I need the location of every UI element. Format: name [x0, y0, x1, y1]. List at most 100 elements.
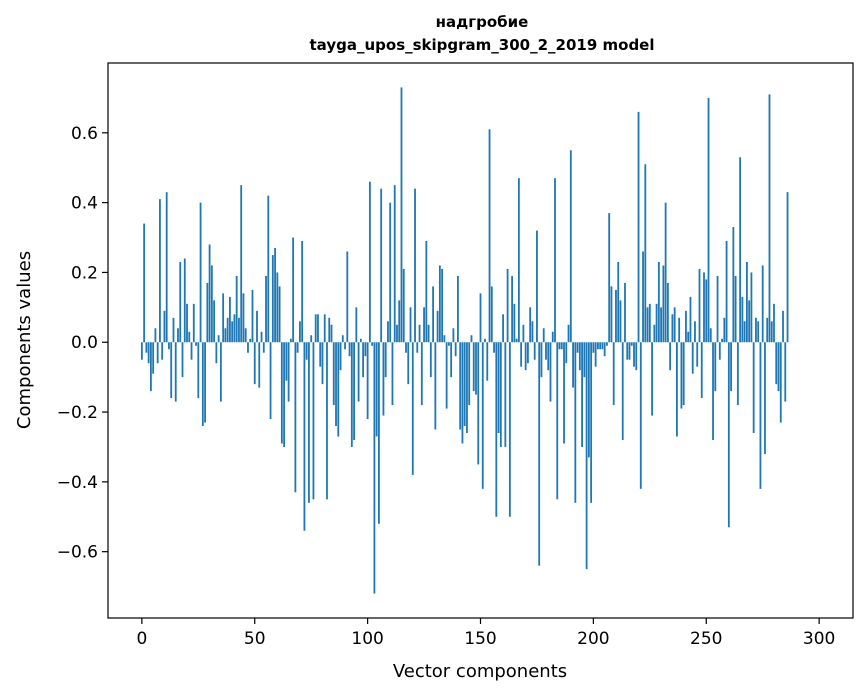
bar-239 — [680, 342, 683, 409]
bar-273 — [757, 321, 760, 343]
bar-85 — [332, 342, 335, 406]
bar-261 — [730, 342, 732, 392]
x-tick-label: 100 — [351, 629, 383, 649]
bar-86 — [335, 342, 337, 427]
bar-206 — [606, 342, 608, 346]
bar-99 — [364, 342, 367, 357]
bar-52 — [258, 342, 261, 388]
y-tick-label: −0.2 — [57, 403, 98, 423]
bar-107 — [382, 342, 385, 416]
bar-134 — [443, 335, 446, 343]
bar-148 — [475, 342, 477, 395]
bar-130 — [434, 342, 437, 430]
bar-103 — [373, 342, 376, 594]
bar-233 — [666, 282, 669, 343]
bar-163 — [508, 342, 511, 517]
bar-154 — [488, 129, 491, 343]
bar-188 — [565, 342, 568, 364]
bar-234 — [669, 342, 672, 371]
bar-39 — [229, 296, 231, 343]
bar-192 — [574, 342, 577, 503]
bar-112 — [393, 185, 396, 343]
bar-64 — [285, 342, 288, 381]
bar-94 — [353, 342, 355, 440]
bar-201 — [594, 342, 597, 367]
bar-133 — [441, 268, 444, 343]
bar-142 — [461, 342, 464, 444]
bar-152 — [484, 338, 486, 343]
bar-58 — [271, 254, 274, 343]
bar-98 — [362, 342, 365, 378]
bar-183 — [554, 178, 556, 343]
bar-76 — [312, 342, 315, 500]
bar-160 — [502, 314, 504, 343]
bar-68 — [294, 342, 297, 493]
bar-278 — [768, 94, 771, 343]
bar-89 — [341, 335, 344, 343]
bar-95 — [355, 307, 358, 343]
bar-36 — [222, 293, 225, 343]
bar-243 — [689, 296, 692, 343]
bar-125 — [423, 307, 425, 343]
bar-65 — [287, 342, 290, 402]
bar-213 — [621, 342, 624, 440]
bar-174 — [533, 342, 536, 360]
bar-123 — [418, 324, 421, 343]
bar-7 — [156, 342, 159, 364]
bar-59 — [274, 248, 276, 343]
bar-231 — [662, 265, 665, 343]
bar-67 — [292, 237, 295, 343]
bar-187 — [563, 342, 565, 444]
bar-196 — [583, 342, 586, 378]
bar-43 — [238, 317, 240, 343]
bar-146 — [470, 335, 473, 343]
y-tick-label: 0.6 — [71, 124, 98, 144]
bar-110 — [389, 202, 392, 343]
bar-49 — [251, 289, 254, 343]
bar-23 — [192, 303, 195, 343]
bar-46 — [244, 328, 247, 343]
bar-286 — [786, 192, 789, 343]
bar-177 — [540, 342, 543, 378]
bar-145 — [468, 342, 471, 406]
bar-272 — [755, 317, 757, 343]
bar-199 — [590, 342, 593, 503]
bar-227 — [653, 324, 656, 343]
bar-129 — [432, 286, 434, 343]
bar-41 — [233, 314, 236, 343]
bar-141 — [459, 342, 462, 430]
bar-97 — [359, 338, 362, 343]
bar-27 — [201, 342, 204, 427]
bar-238 — [678, 317, 681, 343]
bar-186 — [560, 342, 563, 350]
bar-242 — [687, 331, 690, 343]
bar-221 — [639, 342, 642, 489]
bar-246 — [696, 342, 699, 367]
bar-140 — [457, 275, 459, 343]
bar-118 — [407, 342, 410, 385]
y-tick-label: −0.4 — [57, 473, 98, 493]
bar-88 — [339, 342, 342, 371]
bar-249 — [703, 272, 705, 343]
bar-57 — [269, 342, 272, 420]
bar-178 — [542, 328, 545, 343]
bar-45 — [242, 293, 245, 343]
bar-60 — [276, 272, 279, 343]
bar-29 — [206, 282, 209, 343]
bar-1 — [143, 223, 146, 343]
bar-157 — [495, 342, 498, 517]
bar-120 — [411, 342, 414, 475]
bar-162 — [506, 268, 509, 343]
bar-147 — [472, 342, 475, 392]
bar-121 — [414, 188, 416, 343]
bar-217 — [630, 342, 633, 346]
bar-78 — [317, 314, 319, 343]
bar-55 — [265, 275, 267, 343]
bar-197 — [585, 342, 588, 570]
bar-19 — [183, 258, 186, 343]
bar-259 — [725, 241, 728, 343]
bar-193 — [576, 342, 579, 353]
bar-37 — [224, 328, 227, 343]
bar-38 — [226, 317, 229, 343]
bar-12 — [168, 342, 170, 350]
